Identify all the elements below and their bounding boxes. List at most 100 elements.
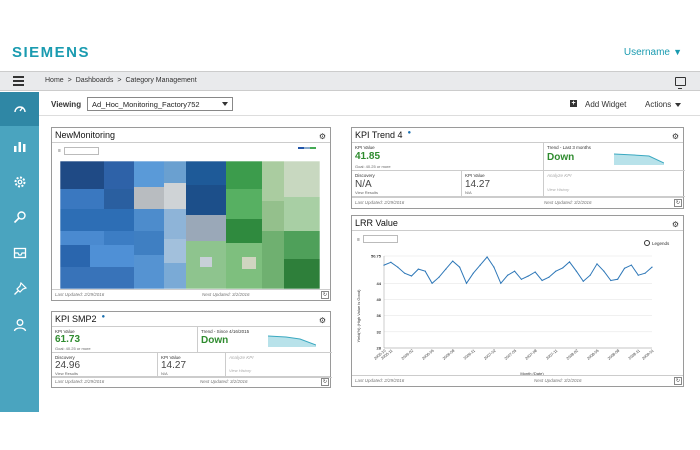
user-icon[interactable] [0, 308, 39, 342]
filter-input[interactable] [64, 147, 99, 155]
refresh-icon[interactable]: ↻ [674, 199, 682, 207]
data-point [520, 278, 523, 280]
trend-label: Trend - Since 4/16/2015 [201, 329, 250, 334]
filter-input[interactable] [363, 235, 398, 243]
pin-icon[interactable] [0, 272, 39, 306]
x-tick-label: 2008-05 [586, 349, 599, 361]
x-tick-label: 2008-02 [566, 349, 579, 361]
y-tick-label: 36 [377, 313, 382, 318]
y-tick-label: 50.75 [371, 254, 382, 259]
analyze-cell: Analyze KPI View History [226, 353, 332, 378]
gear-icon[interactable]: ⚙ [671, 220, 679, 229]
next-updated: Next Updated: 3/2/2016 [544, 200, 592, 205]
info-icon[interactable]: ● [101, 314, 106, 320]
series-line [383, 256, 653, 285]
data-point [438, 276, 440, 278]
dashboard-select-value: Ad_Hoc_Monitoring_Factory752 [92, 100, 200, 109]
kpi2-sub: N/A [161, 371, 168, 376]
y-axis-label: Yield(%) (High Value is Good) [356, 289, 361, 343]
view-results-link[interactable]: View Results [55, 371, 79, 376]
data-point [644, 272, 646, 274]
kpi2-value: 14.27 [465, 179, 491, 190]
trend-value: Down [547, 152, 575, 163]
hamburger-menu-icon[interactable] [13, 76, 24, 86]
data-point [500, 282, 502, 284]
data-point [562, 267, 564, 269]
breadcrumb-home[interactable]: Home [45, 77, 64, 84]
data-point [596, 263, 598, 265]
discovery-value: 24.96 [55, 360, 81, 371]
chevron-down-icon[interactable]: ▼ [673, 47, 682, 57]
data-point [534, 271, 536, 273]
y-tick-label: 44 [377, 281, 382, 286]
treemap-blocks [60, 161, 320, 289]
info-icon[interactable]: ● [407, 130, 412, 136]
widget-title: KPI SMP2 [55, 314, 97, 324]
breadcrumb-sep: > [117, 77, 122, 84]
x-tick-label: 2005-11 [380, 349, 393, 361]
bar-chart-icon[interactable] [0, 129, 39, 163]
data-point [527, 275, 529, 277]
actions-menu[interactable]: Actions [645, 100, 672, 109]
data-point [397, 266, 399, 268]
data-point [555, 270, 557, 272]
filter-icon: ≡ [58, 148, 61, 154]
treemap-chart [60, 161, 320, 289]
widget-footer: Last Updated: 2/29/2016 Next Updated: 3/… [352, 375, 683, 386]
discovery-cell: Discovery N/A View Results [352, 171, 462, 197]
x-tick-label: 2007-05 [504, 349, 517, 361]
search-icon[interactable] [0, 200, 39, 234]
analyze-kpi-link[interactable]: Analyze KPI [229, 355, 254, 360]
x-tick-label: 2008-11 [628, 349, 641, 361]
data-point [568, 261, 571, 263]
chart-y-ticks: 50.75 44 40 36 32 28 [371, 254, 382, 351]
x-tick-label: 2006-05 [421, 349, 434, 361]
refresh-icon[interactable]: ↻ [321, 291, 329, 299]
username-menu[interactable]: Username [623, 47, 670, 58]
gear-icon[interactable] [0, 165, 39, 199]
refresh-icon[interactable]: ↻ [674, 377, 682, 385]
add-widget-button[interactable]: Add Widget [585, 100, 627, 109]
widget-title: NewMonitoring [55, 130, 116, 140]
discovery-value: N/A [355, 179, 372, 190]
gear-icon[interactable]: ⚙ [318, 132, 326, 141]
kpi-goal: Goal: 40.25 or more [55, 346, 91, 351]
kpi2-cell: KPI Value 14.27 N/A [158, 353, 226, 378]
gear-icon[interactable]: ⚙ [318, 316, 326, 325]
monitor-icon[interactable] [675, 77, 686, 89]
data-point [390, 261, 392, 263]
breadcrumb: Home > Dashboards > Category Management [45, 77, 199, 84]
trend-cell: Trend - Since 4/16/2015 Down [198, 327, 332, 353]
last-updated: Last Updated: 2/29/2016 [55, 292, 105, 297]
divider [52, 326, 330, 327]
data-point [452, 260, 454, 262]
dashboard-icon[interactable] [0, 92, 39, 126]
sidebar [0, 92, 39, 412]
analyze-kpi-link[interactable]: Analyze KPI [547, 173, 572, 178]
data-point [637, 274, 639, 276]
y-tick-label: 32 [377, 329, 382, 334]
gear-icon[interactable]: ⚙ [671, 132, 679, 141]
top-header: SIEMENS Username ▼ [0, 0, 700, 70]
analyze-cell: Analyze KPI View History [544, 171, 685, 197]
data-point [431, 282, 433, 284]
data-point [617, 278, 619, 280]
x-tick-label: 2007-08 [525, 349, 538, 361]
view-history-link[interactable]: View History [229, 368, 252, 373]
dashboard-select[interactable]: Ad_Hoc_Monitoring_Factory752 [87, 97, 233, 111]
refresh-icon[interactable]: ↻ [321, 378, 329, 386]
view-results-link[interactable]: View Results [355, 190, 379, 195]
view-history-link[interactable]: View History [547, 187, 570, 192]
discovery-label: Discovery [55, 355, 75, 360]
widget-footer: Last Updated: 2/29/2016 Next Updated: 3/… [52, 289, 330, 300]
data-point [513, 270, 516, 272]
inbox-icon[interactable] [0, 236, 39, 270]
data-point [479, 264, 481, 266]
add-icon[interactable]: + [570, 100, 577, 107]
x-tick-label: 2006-11 [463, 349, 476, 361]
legends-radio[interactable] [644, 240, 650, 246]
breadcrumb-dashboards[interactable]: Dashboards [75, 77, 114, 84]
chevron-down-icon[interactable] [675, 103, 681, 107]
